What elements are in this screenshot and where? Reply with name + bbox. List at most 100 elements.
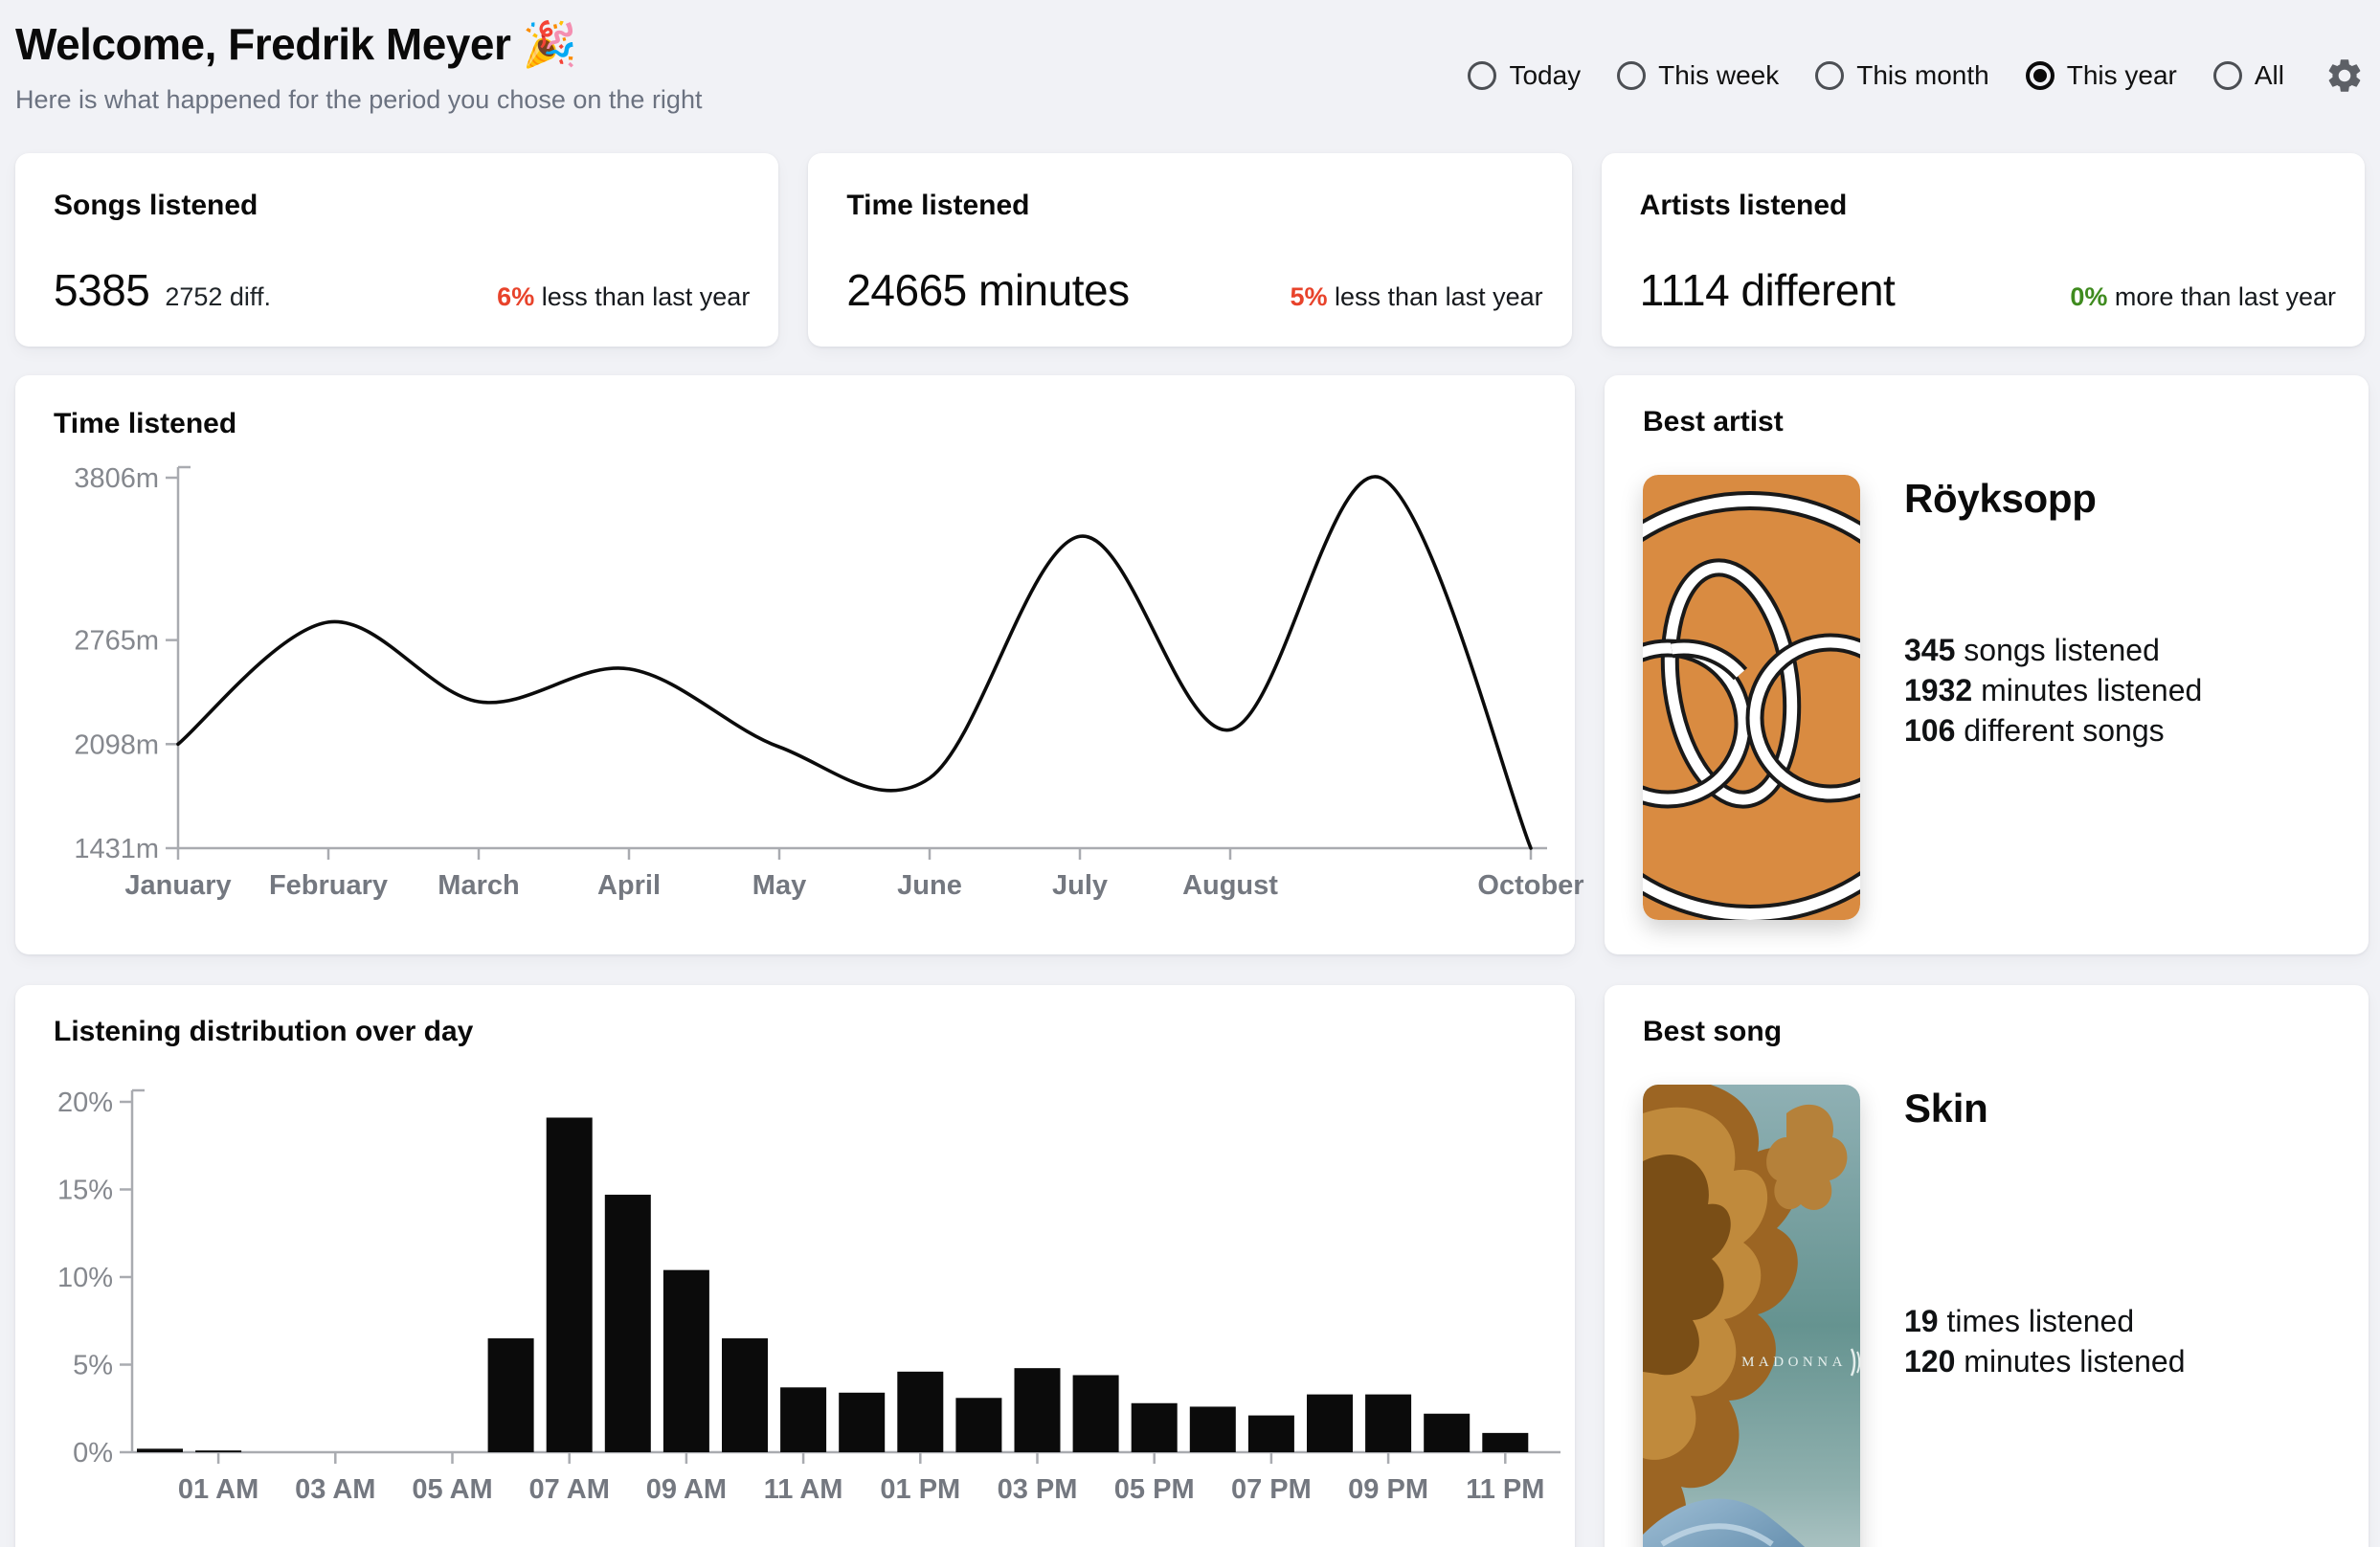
x-axis-month-label: October	[1477, 870, 1583, 901]
stat-card-time: Time listened 24665 minutes 5% less than…	[808, 153, 1572, 347]
song-name: Skin	[1904, 1086, 1988, 1131]
song-stats: 19 times listened 120 minutes listened	[1904, 1301, 2186, 1381]
best-song-section-title: Best song	[1643, 1016, 1783, 1047]
radio-selected-icon[interactable]	[2025, 61, 2054, 90]
bar-11pm	[1482, 1432, 1529, 1452]
y-axis-tick-label: 2765m	[74, 626, 159, 657]
bar-12pm	[839, 1392, 886, 1452]
period-radio-group: Today This week This month This year All	[1468, 60, 2284, 91]
stat-card-title: Artists listened	[1639, 190, 1848, 221]
listening-distribution-bar-chart: 0% 5% 10% 15% 20% 01 AM 03 AM 05 AM 07 AM 09 AM 11…	[57, 1087, 1560, 1505]
stat-comparison: 0% more than last year	[2070, 282, 2336, 312]
page-title: Welcome, Fredrik Meyer 🎉	[15, 19, 577, 69]
y-axis-tick-label: 3806m	[74, 463, 159, 494]
x-axis-month-label: April	[597, 870, 661, 901]
x-axis-hour-label: 09 AM	[646, 1474, 727, 1505]
bar-05pm	[1131, 1402, 1178, 1452]
best-artist-text: Röyksopp 345 songs listened 1932 minutes …	[1904, 475, 2202, 920]
x-axis-hour-label: 11 PM	[1466, 1474, 1544, 1505]
period-controls: Today This week This month This year All	[1468, 56, 2365, 96]
stat-value: 5385	[54, 265, 150, 315]
radio-today[interactable]: Today	[1468, 60, 1581, 91]
stat-comparison-text: less than last year	[534, 282, 751, 311]
gear-icon	[2328, 59, 2361, 92]
best-column: Best artist	[1605, 375, 2369, 1547]
x-axis-hour-label: 03 AM	[295, 1474, 375, 1505]
stat-card-title: Time listened	[846, 190, 1030, 221]
stat-card-title: Songs listened	[54, 190, 258, 221]
time-listened-line-chart: 1431m 2098m 2765m 3806m January February March…	[74, 463, 1583, 901]
bar-04pm	[1072, 1375, 1119, 1452]
x-axis-hour-label: 07 AM	[529, 1474, 610, 1505]
best-artist-section-title: Best artist	[1643, 406, 1784, 437]
radio-unselected-icon[interactable]	[1468, 61, 1497, 90]
radio-label: This week	[1658, 60, 1780, 90]
stat-value: 24665 minutes	[846, 265, 1130, 315]
y-axis-tick-label: 2098m	[74, 729, 159, 760]
page-subtitle: Here is what happened for the period you…	[15, 85, 703, 114]
x-axis-hour-label: 09 PM	[1348, 1474, 1428, 1505]
x-axis-hour-label: 01 AM	[178, 1474, 258, 1505]
artist-artwork-image	[1643, 475, 1860, 920]
radio-unselected-icon[interactable]	[1815, 61, 1845, 90]
listening-distribution-card: Listening distribution over day 0% 5% 10% 1…	[15, 985, 1575, 1547]
bar-03pm	[1014, 1368, 1061, 1452]
radio-label: All	[2254, 60, 2284, 90]
radio-all[interactable]: All	[2212, 60, 2284, 91]
bar-10pm	[1424, 1413, 1471, 1452]
bar-06pm	[1189, 1406, 1236, 1452]
stat-comparison-text: more than last year	[2107, 282, 2336, 311]
stat-comparison-text: less than last year	[1327, 282, 1543, 311]
stat-card-songs: Songs listened 5385 2752 diff. 6% less t…	[15, 153, 779, 347]
song-stat-line: 120 minutes listened	[1904, 1344, 2186, 1379]
charts-column: Time listened 1431m 2098m 2765m 3806m Januar…	[15, 375, 1584, 1547]
bar-12am	[137, 1448, 183, 1452]
song-artwork-label: MADONNA	[1741, 1355, 1847, 1370]
radio-this-week[interactable]: This week	[1617, 60, 1779, 91]
x-axis-month-label: June	[897, 870, 962, 901]
stat-percent: 6%	[497, 282, 535, 311]
radio-label: This month	[1856, 60, 1989, 90]
stat-card-body: 5385 2752 diff. 6% less than last year	[54, 264, 750, 316]
bar-09pm	[1365, 1394, 1412, 1452]
stat-cards-row: Songs listened 5385 2752 diff. 6% less t…	[15, 153, 2365, 347]
main-grid: Time listened 1431m 2098m 2765m 3806m Januar…	[15, 375, 2369, 1547]
settings-button[interactable]	[2324, 56, 2365, 96]
bar-01pm	[897, 1371, 944, 1452]
radio-unselected-icon[interactable]	[1617, 61, 1647, 90]
x-axis-month-label: February	[269, 870, 388, 901]
radio-this-month[interactable]: This month	[1815, 60, 1989, 91]
stat-card-body: 1114 different 0% more than last year	[1640, 264, 2336, 316]
stat-percent: 0%	[2070, 282, 2108, 311]
y-axis-tick-label: 10%	[57, 1263, 113, 1293]
best-artist-content: Röyksopp 345 songs listened 1932 minutes …	[1643, 475, 2330, 920]
stat-card-body: 24665 minutes 5% less than last year	[846, 264, 1542, 316]
x-axis-month-label: March	[438, 870, 519, 901]
bar-02pm	[955, 1398, 1002, 1452]
artist-name: Röyksopp	[1904, 476, 2097, 521]
stat-percent: 5%	[1290, 282, 1328, 311]
stat-diff: 2752 diff.	[165, 282, 271, 311]
artist-stat-line: 345 songs listened	[1904, 633, 2160, 667]
best-artist-card: Best artist	[1605, 375, 2369, 954]
bar-01am	[195, 1450, 242, 1452]
y-axis-tick-label: 5%	[73, 1351, 113, 1381]
y-axis-tick-label: 0%	[73, 1438, 113, 1469]
radio-unselected-icon[interactable]	[2212, 61, 2242, 90]
header-left: Welcome, Fredrik Meyer 🎉 Here is what ha…	[15, 17, 702, 115]
bar-07am	[546, 1117, 593, 1452]
radio-label: This year	[2066, 60, 2177, 90]
x-axis-month-label: January	[124, 870, 231, 901]
bar-08am	[604, 1194, 651, 1452]
radio-this-year[interactable]: This year	[2025, 60, 2177, 91]
bar-06am	[487, 1338, 534, 1452]
stat-comparison: 6% less than last year	[497, 282, 750, 312]
bar-10am	[722, 1338, 768, 1452]
x-axis-hour-label: 05 AM	[412, 1474, 492, 1505]
x-axis-hour-label: 05 PM	[1114, 1474, 1195, 1505]
bar-08pm	[1307, 1394, 1353, 1452]
radio-label: Today	[1509, 60, 1582, 90]
x-axis-hour-label: 07 PM	[1231, 1474, 1312, 1505]
time-listened-chart-card: Time listened 1431m 2098m 2765m 3806m Januar…	[15, 375, 1584, 954]
x-axis-hour-label: 11 AM	[764, 1474, 843, 1505]
